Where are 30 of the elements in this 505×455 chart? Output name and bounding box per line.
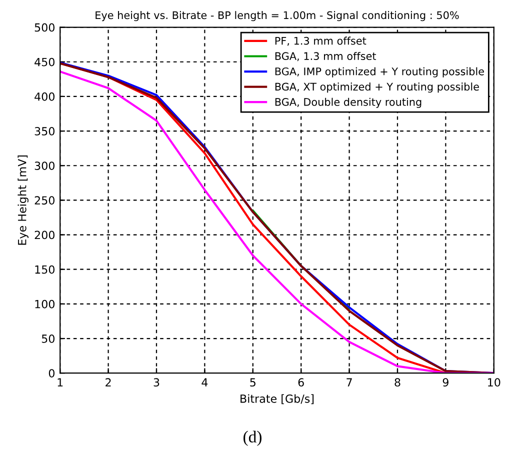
- x-tick-label: 6: [298, 378, 304, 387]
- legend-label: BGA, Double density routing: [275, 98, 422, 108]
- chart-title: Eye height vs. Bitrate - BP length = 1.00m - Signal conditioning : 50%: [96, 11, 459, 22]
- y-tick-label: 250: [34, 196, 54, 205]
- y-tick-label: 0: [48, 369, 54, 378]
- x-tick-label: 3: [154, 378, 160, 387]
- y-tick-label: 200: [34, 230, 54, 240]
- legend-label: BGA, XT optimized + Y routing possible: [275, 82, 479, 93]
- x-tick-label: 7: [346, 378, 352, 386]
- y-tick-label: 100: [35, 300, 54, 308]
- x-tick-label: 10: [488, 378, 500, 387]
- legend-label: PF, 1.3 mm offset: [275, 36, 366, 46]
- x-tick-label: 5: [250, 378, 256, 387]
- y-tick-label: 450: [34, 58, 54, 66]
- legend-label: BGA, 1.3 mm offset: [275, 52, 376, 62]
- y-tick-label: 50: [42, 334, 54, 343]
- text: (d): [244, 430, 262, 446]
- x-tick-label: 8: [394, 378, 400, 387]
- x-tick-label: 2: [106, 378, 111, 386]
- y-tick-label: 400: [34, 92, 54, 101]
- x-axis-title: Bitrate [Gb/s]: [240, 394, 314, 404]
- y-tick-label: 350: [34, 127, 54, 136]
- y-tick-label: 500: [34, 23, 54, 32]
- y-tick-label: 150: [35, 265, 54, 274]
- y-axis-title: Eye Height [mV]: [18, 155, 28, 245]
- y-tick-label: 300: [34, 162, 54, 170]
- x-tick-label: 1: [58, 378, 63, 386]
- x-tick-label: 4: [202, 378, 208, 386]
- legend-label: BGA, IMP optimized + Y routing possible: [275, 67, 484, 78]
- x-tick-label: 9: [442, 378, 448, 387]
